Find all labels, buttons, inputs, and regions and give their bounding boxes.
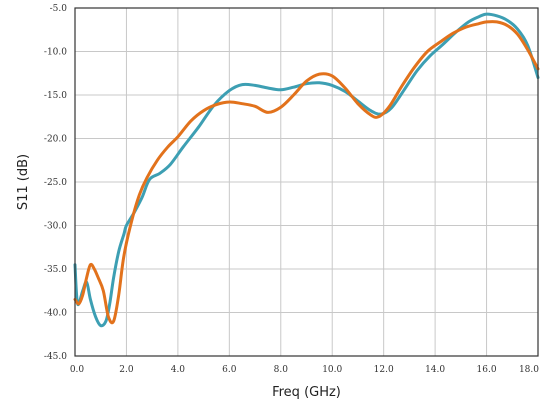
x-tick-label: 8.0	[274, 365, 289, 375]
x-tick-label: 0.0	[70, 365, 85, 375]
plot-frame	[74, 7, 539, 357]
x-tick-labels: 0.0 2.0 4.0 6.0 8.0 10.0 12.0 14.0 16.0 18.0	[70, 365, 539, 375]
x-tick-label: 2.0	[119, 365, 134, 375]
series-layer	[73, 12, 540, 328]
series-line-2	[73, 20, 540, 325]
y-tick-label: -10.0	[44, 48, 67, 58]
y-tick-label: -35.0	[44, 265, 67, 275]
series-line-1	[73, 12, 540, 328]
x-tick-label: 16.0	[477, 365, 497, 375]
y-tick-label: -15.0	[44, 91, 67, 101]
y-axis-label: S11 (dB)	[16, 154, 31, 210]
y-tick-label: -25.0	[44, 178, 67, 188]
x-tick-label: 12.0	[374, 365, 394, 375]
y-tick-labels: -5.0 -10.0 -15.0 -20.0 -25.0 -30.0 -35.0 -40.0 -…	[44, 4, 67, 362]
y-tick-label: -5.0	[50, 4, 68, 14]
y-tick-label: -20.0	[44, 135, 67, 145]
x-axis-label: Freq (GHz)	[272, 385, 341, 400]
y-tick-label: -40.0	[44, 309, 67, 319]
x-tick-label: 14.0	[425, 365, 445, 375]
x-tick-label: 6.0	[222, 365, 237, 375]
x-tick-label: 18.0	[519, 365, 539, 375]
x-tick-label: 10.0	[322, 365, 342, 375]
x-tick-label: 4.0	[171, 365, 186, 375]
y-tick-label: -30.0	[44, 222, 67, 232]
y-tick-label: -45.0	[44, 352, 67, 362]
